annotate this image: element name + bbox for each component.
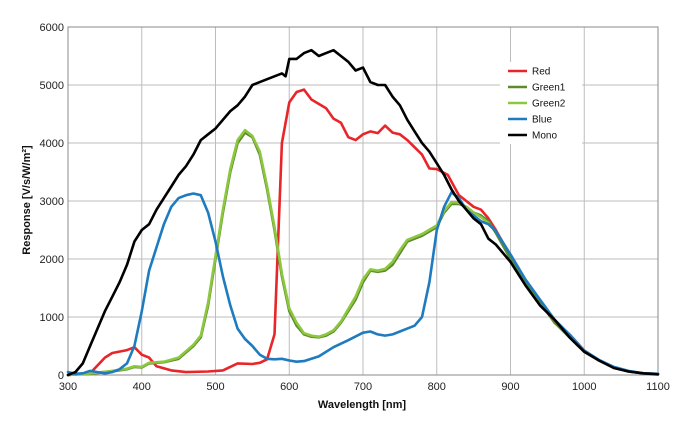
legend-label-green2: Green2 bbox=[532, 99, 566, 110]
x-tick-label: 300 bbox=[59, 381, 77, 393]
plot-frame bbox=[67, 26, 659, 376]
y-tick-label: 4000 bbox=[40, 138, 64, 150]
y-tick-label: 5000 bbox=[40, 80, 64, 92]
series-line-green2 bbox=[66, 128, 490, 377]
y-axis-title: Response [V/s/W/m²] bbox=[21, 145, 33, 255]
y-tick-label: 0 bbox=[58, 370, 64, 382]
series-lines bbox=[66, 48, 660, 377]
x-axis-title: Wavelength [nm] bbox=[318, 399, 407, 411]
x-tick-label: 600 bbox=[280, 381, 298, 393]
legend-label-mono: Mono bbox=[532, 131, 557, 142]
x-tick-label: 400 bbox=[133, 381, 151, 393]
x-tick-label: 1000 bbox=[572, 381, 596, 393]
y-tick-label: 1000 bbox=[40, 312, 64, 324]
x-tick-label: 700 bbox=[354, 381, 372, 393]
axes: 300 400 500 600 700 800 900 1000 1100 0 1000 2000 30… bbox=[40, 22, 670, 393]
series-line-mono bbox=[66, 48, 660, 377]
legend-label-green1: Green1 bbox=[532, 83, 566, 94]
x-tick-label: 500 bbox=[206, 381, 224, 393]
series-line-blue bbox=[66, 191, 660, 376]
legend-label-red: Red bbox=[532, 67, 550, 78]
x-tick-label: 800 bbox=[428, 381, 446, 393]
legend: Red Green1 Green2 Blue Mono bbox=[500, 62, 582, 144]
x-tick-label: 900 bbox=[501, 381, 519, 393]
y-tick-label: 6000 bbox=[40, 22, 64, 34]
legend-label-blue: Blue bbox=[532, 115, 552, 126]
y-tick-label: 3000 bbox=[40, 196, 64, 208]
x-tick-label: 1100 bbox=[646, 381, 670, 393]
y-tick-label: 2000 bbox=[40, 254, 64, 266]
